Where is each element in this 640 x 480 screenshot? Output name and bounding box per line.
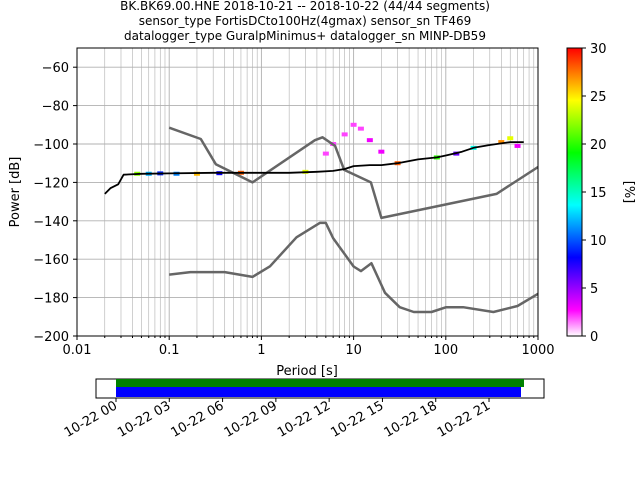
colorbar-ticks: 0 5 10 15 20 25 30	[582, 42, 607, 345]
density-heatmap	[134, 122, 521, 176]
timeline-tick-label: 10-22 12	[275, 398, 333, 440]
y-tick-label: −200	[33, 330, 69, 345]
density-cell	[366, 138, 373, 143]
x-tick-label: 10	[345, 343, 362, 358]
colorbar-tick-label: 25	[590, 90, 607, 105]
density-cell	[350, 122, 357, 127]
timeline-tick-label: 10-22 21	[435, 398, 493, 440]
y-axis-label: Power [dB]	[8, 157, 23, 228]
low-noise-model-line	[169, 221, 538, 314]
timeline-tick-label: 10-22 06	[168, 398, 226, 440]
density-cell	[498, 140, 505, 145]
x-axis-ticks: 0.01 0.1 1 10 100 1000	[63, 336, 555, 358]
x-tick-label: 0.01	[63, 343, 92, 358]
mean-psd-line	[104, 141, 524, 195]
y-tick-label: −80	[42, 100, 69, 115]
timeline-green-bar	[116, 379, 524, 387]
high-noise-model-line	[168, 126, 538, 220]
y-tick-label: −60	[42, 61, 69, 76]
plot-frame	[76, 47, 539, 337]
timeline-tick-label: 10-22 00	[62, 398, 120, 440]
noise-models	[168, 126, 538, 314]
chart-title-line3: datalogger_type GuralpMinimus+ datalogge…	[124, 29, 486, 43]
x-tick-label: 0.1	[159, 343, 180, 358]
chart-title-line2: sensor_type FortisDCto100Hz(4gmax) senso…	[138, 14, 472, 28]
x-tick-label: 1	[257, 343, 265, 358]
density-cell	[341, 132, 348, 137]
timeline-tick-label: 10-22 15	[328, 398, 386, 440]
density-cell	[514, 143, 521, 148]
timeline-tick-label: 10-22 18	[382, 398, 440, 440]
timeline-tick-label: 10-22 03	[115, 398, 173, 440]
colorbar	[566, 47, 583, 337]
density-cell	[322, 151, 329, 156]
x-tick-label: 1000	[521, 343, 554, 358]
x-axis-label: Period [s]	[276, 364, 338, 379]
colorbar-tick-label: 15	[590, 186, 607, 201]
mean-psd	[104, 141, 524, 195]
timeline-tick-label: 10-22 09	[222, 398, 280, 440]
timeline-blue-bar	[116, 387, 521, 397]
y-tick-label: −140	[33, 215, 69, 230]
y-tick-label: −180	[33, 292, 69, 307]
colorbar-tick-label: 30	[590, 42, 607, 57]
y-axis-ticks: −200 −180 −160 −140 −120 −100 −80 −60	[33, 61, 77, 345]
colorbar-tick-label: 20	[590, 138, 607, 153]
colorbar-tick-label: 5	[590, 282, 598, 297]
y-tick-label: −120	[33, 176, 69, 191]
grid	[76, 48, 538, 337]
colorbar-tick-label: 0	[590, 330, 598, 345]
colorbar-tick-label: 10	[590, 234, 607, 249]
density-cell	[507, 136, 514, 141]
colorbar-label: [%]	[621, 181, 636, 204]
density-cell	[378, 149, 385, 154]
y-tick-label: −160	[33, 253, 69, 268]
x-tick-label: 100	[433, 343, 458, 358]
density-cell	[357, 126, 364, 131]
chart-title-line1: BK.BK69.00.HNE 2018-10-21 -- 2018-10-22 …	[120, 0, 490, 13]
y-tick-label: −100	[33, 138, 69, 153]
